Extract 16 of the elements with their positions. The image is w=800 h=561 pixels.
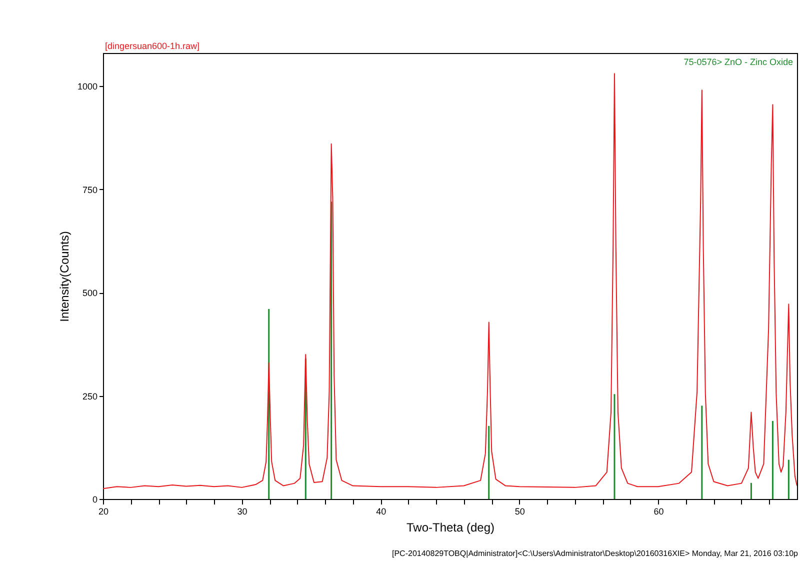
text: [dingersuan600-1h.raw] [105, 41, 200, 51]
y-tick-label: 1000 [77, 82, 98, 92]
x-tick-label: 20 [98, 506, 109, 516]
x-axis-title: Two-Theta (deg) [406, 520, 495, 534]
x-tick-label: 30 [237, 506, 248, 516]
x-tick-label: 60 [654, 506, 664, 516]
y-tick-label: 750 [82, 184, 98, 195]
line-series [103, 73, 797, 490]
y-tick-label: 0 [92, 494, 98, 504]
x-tick-label: 50 [514, 506, 525, 516]
y-tick-label: 500 [82, 288, 98, 298]
text: 75-0576> ZnO - Zinc Oxide [684, 57, 793, 67]
y-axis-title: Intensity(Counts) [57, 231, 72, 322]
text: [PC-20140829TOBQ|Administrator]<C:\Users\Administrator\Desktop\20160316XIE> Monday, Mar 21, 2016 03:10p [392, 549, 799, 558]
x-tick-label: 40 [376, 506, 386, 516]
y-tick-label: 250 [82, 391, 98, 402]
